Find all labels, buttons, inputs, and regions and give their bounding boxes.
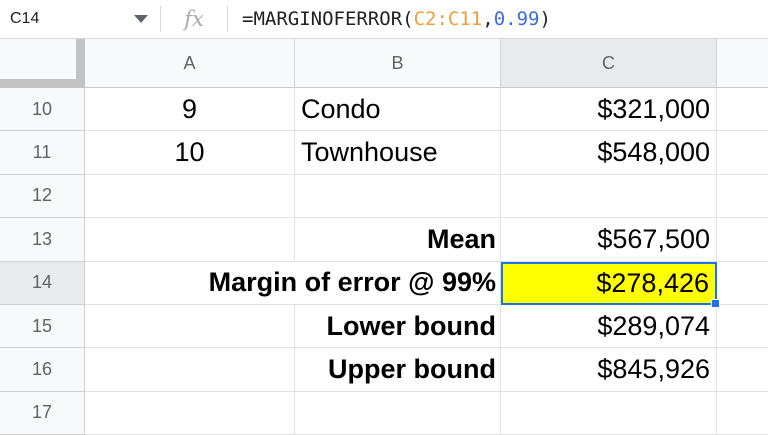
cell-d14[interactable] xyxy=(717,261,768,305)
cell-b16[interactable]: Upper bound xyxy=(295,348,501,392)
row-header-14[interactable]: 14 xyxy=(0,261,85,305)
cell-b10[interactable]: Condo xyxy=(295,88,501,132)
name-box-value: C14 xyxy=(10,10,40,27)
cell-a16[interactable] xyxy=(85,348,295,392)
table-row: 15 Lower bound $289,074 xyxy=(0,304,768,349)
column-header-c[interactable]: C xyxy=(501,39,717,88)
cell-c11[interactable]: $548,000 xyxy=(501,131,717,175)
formula-suffix: ) xyxy=(539,8,551,30)
cell-b15[interactable]: Lower bound xyxy=(295,304,501,349)
row-header-16[interactable]: 16 xyxy=(0,348,85,392)
table-row: 13 Mean $567,500 xyxy=(0,218,768,262)
cell-c14-value: $278,426 xyxy=(596,267,709,298)
cell-a17[interactable] xyxy=(85,391,295,435)
column-header-a[interactable]: A xyxy=(85,39,295,88)
formula-separator: , xyxy=(482,8,494,30)
cell-c12[interactable] xyxy=(501,174,717,219)
name-box[interactable]: C14 xyxy=(0,0,160,38)
table-row: 12 xyxy=(0,174,768,219)
cell-c14-active[interactable]: $278,426 xyxy=(501,261,720,308)
formula-number-token: 0.99 xyxy=(493,8,540,30)
row-header-15[interactable]: 15 xyxy=(0,304,85,349)
cell-d17[interactable] xyxy=(717,391,768,435)
cell-d15[interactable] xyxy=(717,304,768,349)
chevron-down-icon[interactable] xyxy=(134,15,148,23)
cell-c10[interactable]: $321,000 xyxy=(501,88,717,132)
cell-d13[interactable] xyxy=(717,218,768,262)
corner-vertical-bar xyxy=(76,39,85,88)
divider xyxy=(227,6,228,32)
formula-prefix: =MARGINOFERROR( xyxy=(242,8,414,30)
divider xyxy=(160,6,161,32)
cell-c13[interactable]: $567,500 xyxy=(501,218,717,262)
row-header-13[interactable]: 13 xyxy=(0,218,85,262)
cell-d10[interactable] xyxy=(717,88,768,132)
cell-a15[interactable] xyxy=(85,304,295,349)
table-row: 17 xyxy=(0,391,768,435)
cell-d12[interactable] xyxy=(717,174,768,219)
cell-c15[interactable]: $289,074 xyxy=(501,304,717,349)
cell-b17[interactable] xyxy=(295,391,501,435)
row-header-11[interactable]: 11 xyxy=(0,131,85,175)
cell-b12[interactable] xyxy=(295,174,501,219)
formula-input[interactable]: =MARGINOFERROR(C2:C11,0.99) xyxy=(228,8,768,30)
table-row: 16 Upper bound $845,926 xyxy=(0,348,768,392)
cell-a13[interactable] xyxy=(85,218,295,262)
cell-d11[interactable] xyxy=(717,131,768,175)
row-header-10[interactable]: 10 xyxy=(0,88,85,132)
cell-a11[interactable]: 10 xyxy=(85,131,295,175)
cell-b13[interactable]: Mean xyxy=(295,218,501,262)
formula-bar: C14 fx =MARGINOFERROR(C2:C11,0.99) xyxy=(0,0,768,39)
column-header-row: A B C xyxy=(0,39,768,88)
cell-c16[interactable]: $845,926 xyxy=(501,348,717,392)
fill-handle[interactable] xyxy=(711,298,720,308)
cell-d16[interactable] xyxy=(717,348,768,392)
cell-a12[interactable] xyxy=(85,174,295,219)
cell-a10[interactable]: 9 xyxy=(85,88,295,132)
fx-icon: fx xyxy=(184,7,204,31)
select-all-corner[interactable] xyxy=(0,39,85,88)
cell-b11[interactable]: Townhouse xyxy=(295,131,501,175)
table-row: 11 10 Townhouse $548,000 xyxy=(0,131,768,175)
cell-c17[interactable] xyxy=(501,391,717,435)
cell-b14-overflow[interactable]: Margin of error @ 99% xyxy=(85,261,501,305)
row-header-12[interactable]: 12 xyxy=(0,174,85,219)
corner-horizontal-bar xyxy=(0,79,85,88)
row-header-17[interactable]: 17 xyxy=(0,391,85,435)
column-header-d-partial[interactable] xyxy=(717,39,768,88)
table-row: 10 9 Condo $321,000 xyxy=(0,88,768,132)
table-row: 14 Margin of error @ 99% $278,426 xyxy=(0,261,768,308)
column-header-b[interactable]: B xyxy=(295,39,501,88)
formula-range-token: C2:C11 xyxy=(413,8,483,30)
